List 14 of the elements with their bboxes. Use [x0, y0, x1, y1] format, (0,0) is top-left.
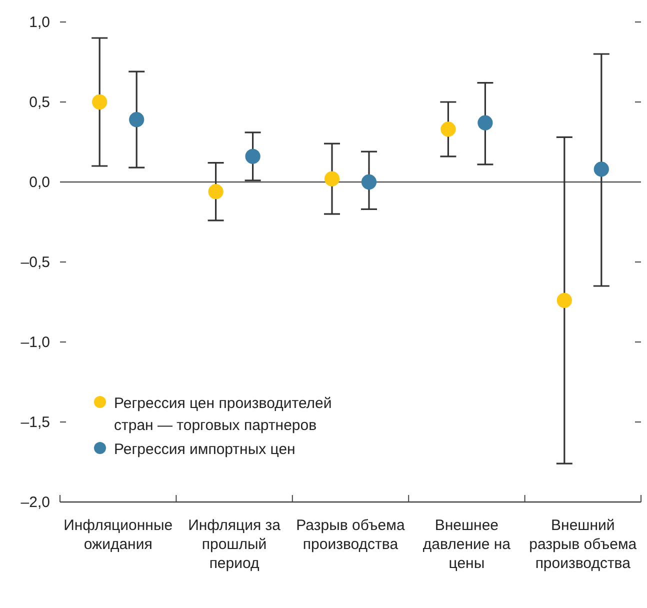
legend-label: Регрессия импортных цен: [114, 441, 296, 458]
x-tick-label: Разрыв объема производства: [296, 517, 406, 553]
y-tick-label: –0,5: [20, 254, 50, 271]
legend-label: Регрессия цен производителей стран — торговых партнеров: [114, 395, 332, 434]
y-tick-label: 1,0: [29, 14, 50, 31]
y-tick-label: –2,0: [20, 494, 50, 511]
y-tick-label: 0,5: [29, 94, 50, 111]
x-tick-label: Внешнее давление на цены: [422, 517, 512, 572]
x-tick-label: Внешний разрыв объема производства: [529, 517, 638, 572]
y-tick-label: –1,0: [20, 334, 50, 351]
y-tick-label: –1,5: [20, 414, 50, 431]
x-tick-label: Инфляция за прошлый период: [188, 517, 282, 572]
y-tick-label: 0,0: [29, 174, 50, 191]
x-tick-label: Инфляционные ожидания: [64, 517, 173, 553]
